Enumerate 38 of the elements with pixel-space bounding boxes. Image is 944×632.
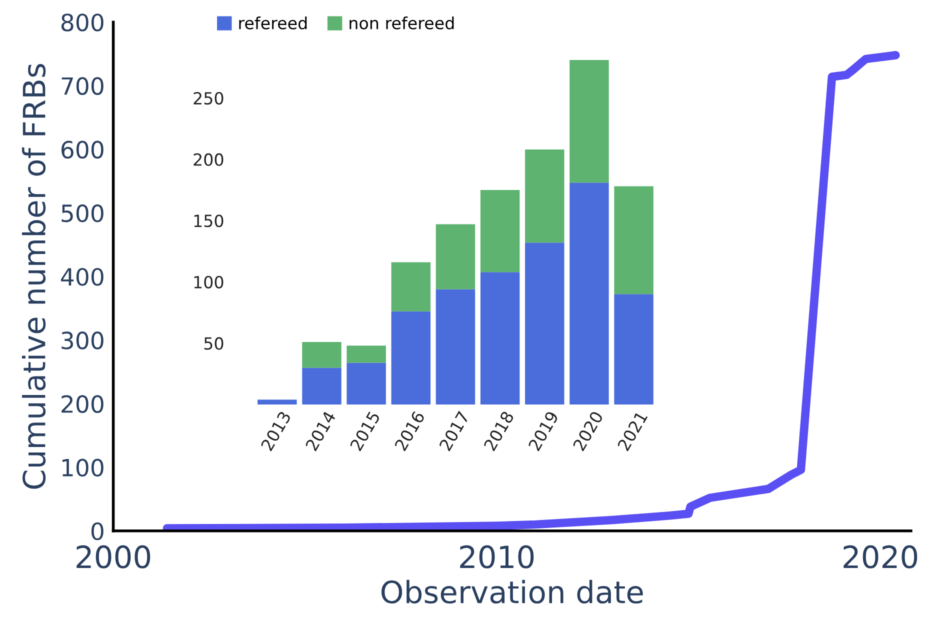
legend-label: refereed <box>239 16 307 30</box>
x-axis-title: Observation date <box>381 580 643 604</box>
bar <box>614 186 654 294</box>
bar <box>436 289 476 404</box>
x-tick-label: 2000 <box>76 545 150 568</box>
bar <box>436 224 476 290</box>
bar <box>525 150 564 243</box>
y-tick-label: 0 <box>91 522 104 540</box>
y-tick-label: 250 <box>194 92 224 105</box>
bar <box>346 362 386 404</box>
bar <box>570 60 609 183</box>
y-tick-label: 300 <box>62 332 104 350</box>
bar <box>614 294 654 404</box>
bar <box>480 272 520 404</box>
y-tick-label: 500 <box>62 204 104 222</box>
y-tick-label: 700 <box>62 77 104 96</box>
y-tick-label: 400 <box>61 268 104 286</box>
y-tick-label: 600 <box>62 140 104 159</box>
bar <box>391 262 431 312</box>
bar <box>258 400 297 404</box>
bar <box>302 342 342 368</box>
x-tick-label: 2010 <box>460 545 534 568</box>
x-tick-label: 2020 <box>844 545 918 568</box>
y-tick-label: 800 <box>61 14 104 32</box>
bar <box>570 182 609 404</box>
y-tick-label: 100 <box>62 458 104 477</box>
bar <box>525 242 564 404</box>
legend-label: non refereed <box>350 16 454 30</box>
bar <box>302 368 342 404</box>
bar <box>391 311 431 404</box>
y-tick-label: 200 <box>62 395 104 413</box>
bar <box>480 190 520 272</box>
bar <box>346 346 386 363</box>
y-tick-label: 100 <box>194 276 224 288</box>
y-tick-label: 200 <box>194 153 224 166</box>
y-tick-label: 50 <box>204 337 224 350</box>
y-axis-title: Cumulative number of FRBs <box>22 64 46 489</box>
y-tick-label: 150 <box>194 214 224 228</box>
